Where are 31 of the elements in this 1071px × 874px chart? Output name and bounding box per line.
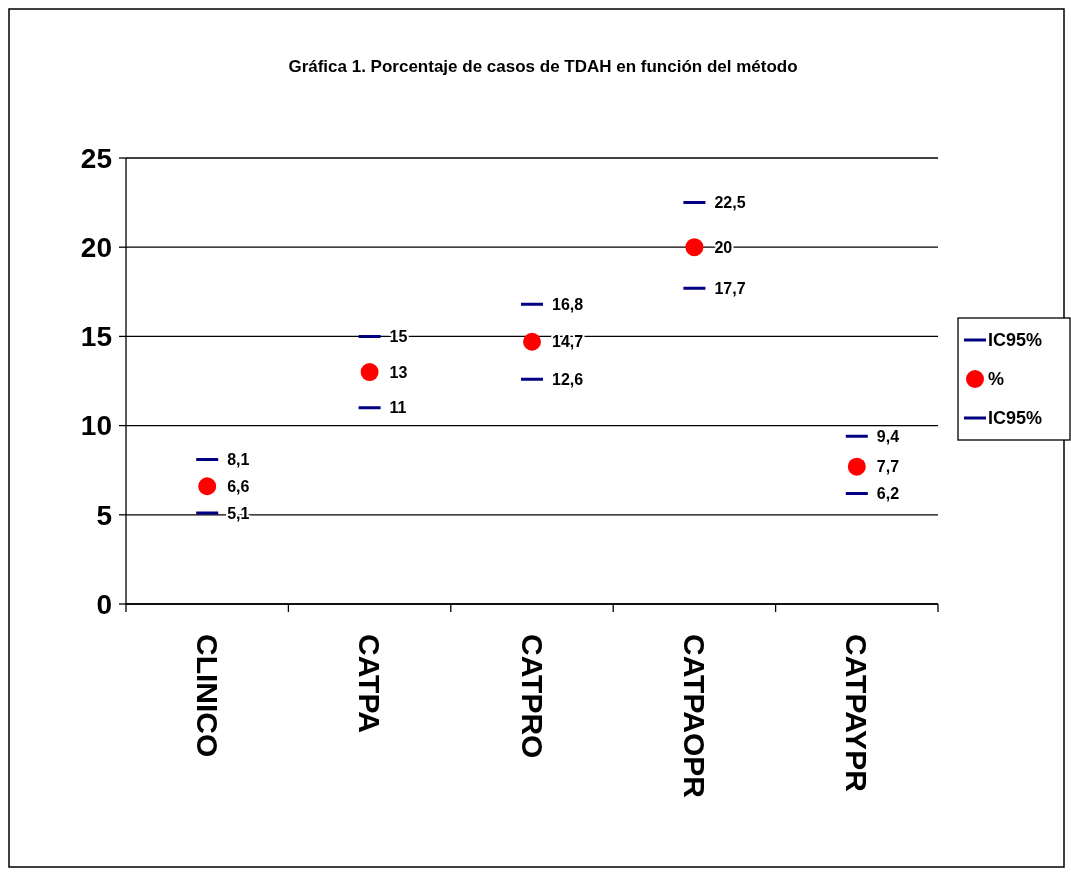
annotation: 11 <box>389 399 407 417</box>
data-label: 13 <box>389 363 408 381</box>
annotation: 12,6 <box>552 370 584 388</box>
legend-label: % <box>988 369 1005 390</box>
y-tick-label: 5 <box>96 499 112 531</box>
point <box>685 238 704 257</box>
x-tick-label: CATPA <box>353 634 387 733</box>
x-tick-label: CATPAYPR <box>840 634 874 793</box>
x-tick-label: CATPRO <box>515 634 549 759</box>
y-tick-label: 15 <box>80 321 112 353</box>
annotation: 16,8 <box>552 295 584 313</box>
y-tick-label: 25 <box>80 142 112 174</box>
x-tick-label: CLINICO <box>190 634 224 758</box>
y-tick-label: 20 <box>80 232 112 263</box>
text: IC95% <box>988 330 1043 351</box>
annotation: 9,4 <box>876 427 900 445</box>
data-label: 6,6 <box>227 477 250 495</box>
y-tick-label: 10 <box>80 410 112 442</box>
y-tick-label: 0 <box>96 588 112 620</box>
text: IC95% <box>988 408 1043 429</box>
annotation: 22,5 <box>714 194 746 212</box>
point <box>523 332 541 351</box>
chart-title: Gráfica 1. Porcentaje de casos de TDAH en función del método <box>288 57 798 76</box>
point <box>198 477 217 496</box>
data-label: 7,7 <box>876 458 900 476</box>
annotation: 8,1 <box>227 451 250 469</box>
point <box>847 457 866 476</box>
point <box>360 363 379 382</box>
annotation: 17,7 <box>714 279 746 297</box>
x-tick-label: CATPAOPR <box>677 634 711 799</box>
annotation: 6,2 <box>876 484 900 502</box>
